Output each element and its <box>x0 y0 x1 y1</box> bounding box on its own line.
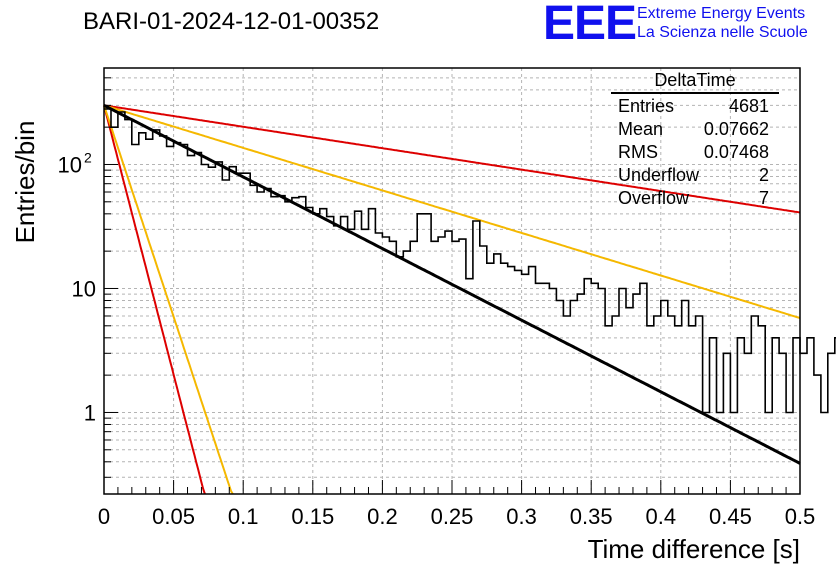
stats-row-underflow: Underflow 2 <box>611 164 779 187</box>
curve-fit <box>103 103 801 465</box>
stats-value: 0.07662 <box>703 119 769 139</box>
stats-row-mean: Mean 0.07662 <box>611 118 779 141</box>
x-tick-label: 0.35 <box>570 504 613 529</box>
y-tick-label-exponent: 2 <box>84 149 92 165</box>
y-tick-label: 10 <box>72 276 96 301</box>
stats-label: Entries <box>618 96 675 116</box>
eee-logo: EEE <box>543 0 637 50</box>
curve-orange-fast <box>103 104 234 495</box>
y-axis-label: Entries/bin <box>10 121 40 244</box>
stats-row-overflow: Overflow 7 <box>611 187 779 210</box>
y-tick-label: 1 <box>84 400 96 425</box>
curves <box>103 104 801 495</box>
stats-label: Underflow <box>618 165 700 185</box>
axis-ticks <box>103 67 801 494</box>
logo-subtitle-2: La Scienza nelle Scuole <box>637 24 808 41</box>
y-tick-label: 10 <box>58 152 82 177</box>
stats-box: DeltaTime Entries 4681 Mean 0.07662 RMS … <box>611 70 779 210</box>
run-title: BARI-01-2024-12-01-00352 <box>83 8 380 35</box>
histogram-steps <box>104 108 836 414</box>
stats-value: 4681 <box>728 96 769 116</box>
x-tick-label: 0.2 <box>367 504 398 529</box>
stats-value: 7 <box>758 188 769 208</box>
x-tick-label: 0.25 <box>431 504 474 529</box>
curve-orange-slow <box>103 104 801 319</box>
x-tick-label: 0.45 <box>709 504 752 529</box>
x-tick-label: 0.3 <box>506 504 537 529</box>
stats-row-rms: RMS 0.07468 <box>611 141 779 164</box>
stats-label: Mean <box>618 119 664 139</box>
stats-row-entries: Entries 4681 <box>611 95 779 118</box>
x-axis-label: Time difference [s] <box>588 534 800 564</box>
x-tick-label: 0.05 <box>152 504 195 529</box>
logo-subtitle-1: Extreme Energy Events <box>637 5 806 22</box>
stats-title: DeltaTime <box>611 70 779 94</box>
x-tick-label: 0.4 <box>646 504 677 529</box>
x-tick-label: 0 <box>98 504 110 529</box>
curve-red-slow <box>103 104 801 214</box>
stats-label: Overflow <box>618 188 690 208</box>
tick-labels: 0 0.05 0.1 0.15 0.2 0.25 0.3 0.35 0.4 0.45 0.5 1 10 1… <box>58 149 816 529</box>
histogram <box>103 103 836 465</box>
x-tick-label: 0.5 <box>785 504 816 529</box>
stats-value: 0.07468 <box>703 142 769 162</box>
curve-red-fast <box>103 105 206 495</box>
stats-label: RMS <box>618 142 658 162</box>
x-tick-label: 0.1 <box>228 504 259 529</box>
stats-value: 2 <box>758 165 769 185</box>
x-tick-label: 0.15 <box>291 504 334 529</box>
